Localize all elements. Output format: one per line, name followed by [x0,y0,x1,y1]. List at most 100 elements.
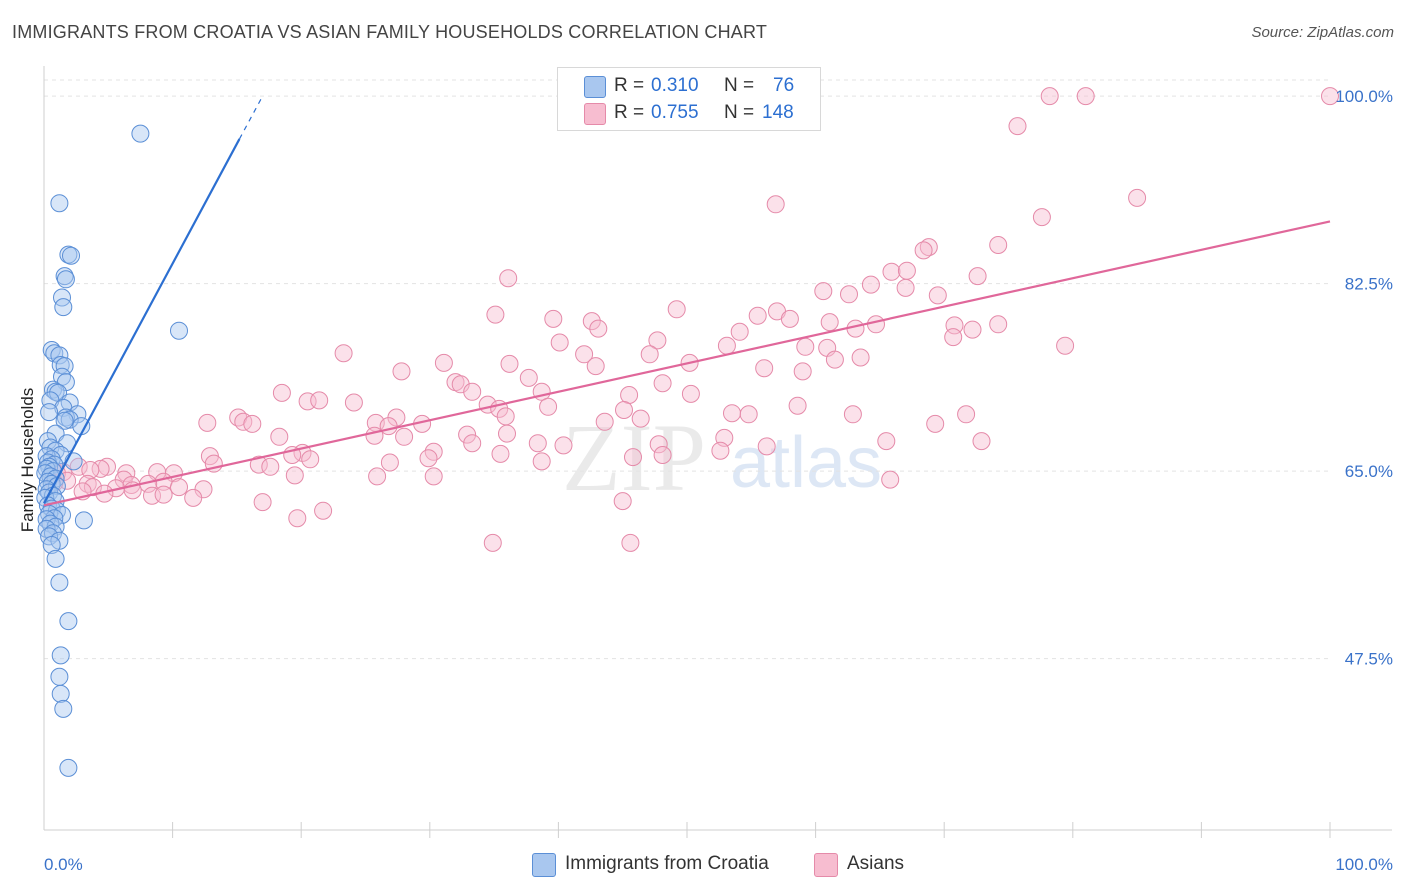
asians-point [586,357,605,376]
chart-title: IMMIGRANTS FROM CROATIA VS ASIAN FAMILY … [12,22,768,42]
asians-point [544,309,563,328]
asians-point [344,393,363,412]
croatia-point [44,380,62,399]
asians-point [365,426,384,445]
asians-point [914,241,933,260]
asians-point [928,286,947,305]
asians-point [796,337,815,356]
asians-point [491,444,510,463]
asians-point [945,316,964,335]
asians-point [301,450,320,469]
croatia-point [51,684,70,703]
bottom-legend-label: Immigrants from Croatia [565,853,769,874]
croatia-point [59,758,78,777]
asians-point [595,412,614,431]
asians-point [877,432,896,451]
asians-point [989,315,1008,334]
croatia-point [42,536,61,554]
legend-swatch-croatia [584,76,606,98]
asians-trendline [43,220,1331,507]
asians-point [539,397,558,416]
croatia-point [55,411,74,430]
croatia-point [55,357,74,376]
asians-point [624,448,642,467]
asians-point [615,401,633,419]
asians-point [154,485,173,504]
asians-point [234,412,253,431]
asians-point [500,354,519,373]
asians-point [1056,336,1075,355]
asians-point [944,328,963,347]
asians-point [649,435,668,454]
asians-point [270,427,289,446]
asians-point [881,470,900,489]
asians-point [528,434,547,453]
legend-r-label: R = [614,102,645,123]
croatia-point [50,346,69,365]
asians-point [392,362,411,381]
asians-point [458,425,477,444]
asians-point [1008,117,1027,136]
x-tick-label: 100.0% [1335,855,1393,874]
asians-point [424,467,443,486]
asians-point [648,331,667,350]
croatia-trendline-extension [238,95,264,140]
asians-point [780,309,799,328]
legend-n-label: N = [724,102,755,123]
asians-point [613,492,632,511]
x-tick-label: 0.0% [44,855,83,874]
asians-point [1128,188,1147,207]
legend-n-value: 148 [762,102,794,123]
croatia-point [40,403,59,422]
asians-point [963,320,982,339]
asians-point [368,467,387,486]
asians-point [310,391,329,410]
asians-point [498,424,516,443]
asians-point [486,305,505,324]
asians-point [334,344,353,363]
asians-point [198,413,217,432]
asians-point [926,414,945,433]
asians-point [653,446,672,464]
asians-point [463,434,482,453]
asians-point [483,533,502,552]
asians-point [681,384,700,403]
asians-point [867,315,885,334]
asians-point [519,368,538,387]
watermark-zip: ZIP [562,404,706,511]
asians-point [463,382,482,401]
stats-legend: R = 0.310 N = 76 R = 0.755 N = 148 [557,67,821,131]
asians-point [825,350,844,369]
asians-point [723,404,741,423]
legend-r-value: 0.755 [651,102,699,123]
legend-r-label: R = [614,75,645,96]
asians-point [170,478,188,497]
asians-point [253,493,272,512]
asians-point [757,437,776,456]
croatia-point [46,549,65,568]
asians-point [314,501,333,520]
asians-point [851,348,870,367]
legend-swatch-asians [584,103,606,125]
y-tick-label: 47.5% [1345,650,1393,669]
chart-source: Source: ZipAtlas.com [1251,24,1394,41]
asians-point [575,345,594,364]
croatia-point [59,612,78,631]
asians-point [532,452,551,471]
bottom-legend-swatch-asians [814,853,838,877]
croatia-point [55,267,74,286]
watermark-atlas: atlas [730,423,882,503]
asians-point [285,466,304,485]
croatia-point [56,270,75,289]
croatia-trendline [43,138,241,504]
data-points [36,87,1339,777]
tick-labels: 47.5% 65.0% 82.5% 100.0% 0.0% 100.0% [44,87,1393,874]
asians-point [882,262,901,281]
legend-n-value: 76 [773,75,795,96]
asians-point [184,488,203,507]
legend-n-label: N = [724,75,755,96]
asians-point [957,405,976,424]
asians-point [814,282,833,301]
asians-point [739,405,758,424]
y-tick-label: 82.5% [1345,275,1393,294]
